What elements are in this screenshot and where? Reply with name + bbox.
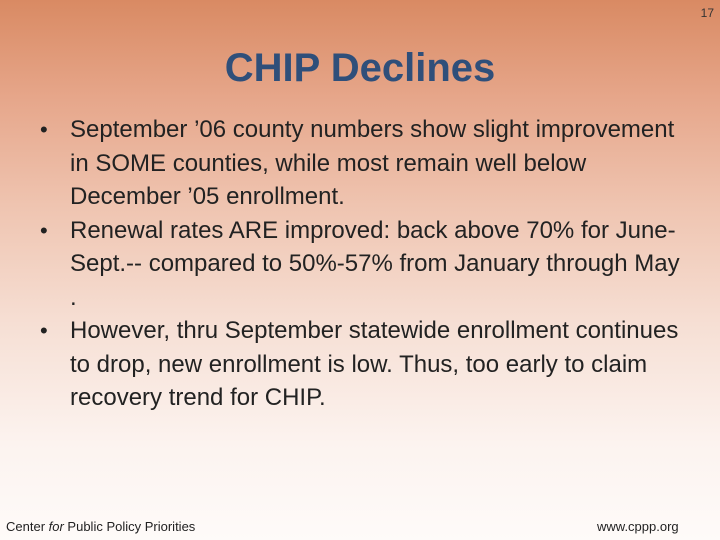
footer-organization: Center for Public Policy Priorities <box>6 519 195 534</box>
bullet-text: Renewal rates ARE improved: back above 7… <box>70 216 680 311</box>
footer-org-prefix: Center <box>6 519 49 534</box>
bullet-marker: • <box>40 117 48 142</box>
bullet-marker: • <box>40 217 48 243</box>
slide-number: 17 <box>700 6 714 20</box>
bullet-item-1: • September ’06 county numbers show slig… <box>30 113 690 214</box>
bullet-item-3: • However, thru September statewide enro… <box>30 314 690 415</box>
bullet-list: • September ’06 county numbers show slig… <box>30 113 690 415</box>
footer-org-suffix: Public Policy Priorities <box>63 519 196 534</box>
bullet-item-2: • Renewal rates ARE improved: back above… <box>30 214 690 315</box>
bullet-text: However, thru September statewide enroll… <box>70 317 679 411</box>
footer-org-italic: for <box>48 519 64 534</box>
footer-url: www.cppp.org <box>597 519 679 534</box>
bullet-marker: • <box>40 318 48 343</box>
bullet-text: September ’06 county numbers show slight… <box>70 116 675 210</box>
slide-title: CHIP Declines <box>224 46 496 90</box>
